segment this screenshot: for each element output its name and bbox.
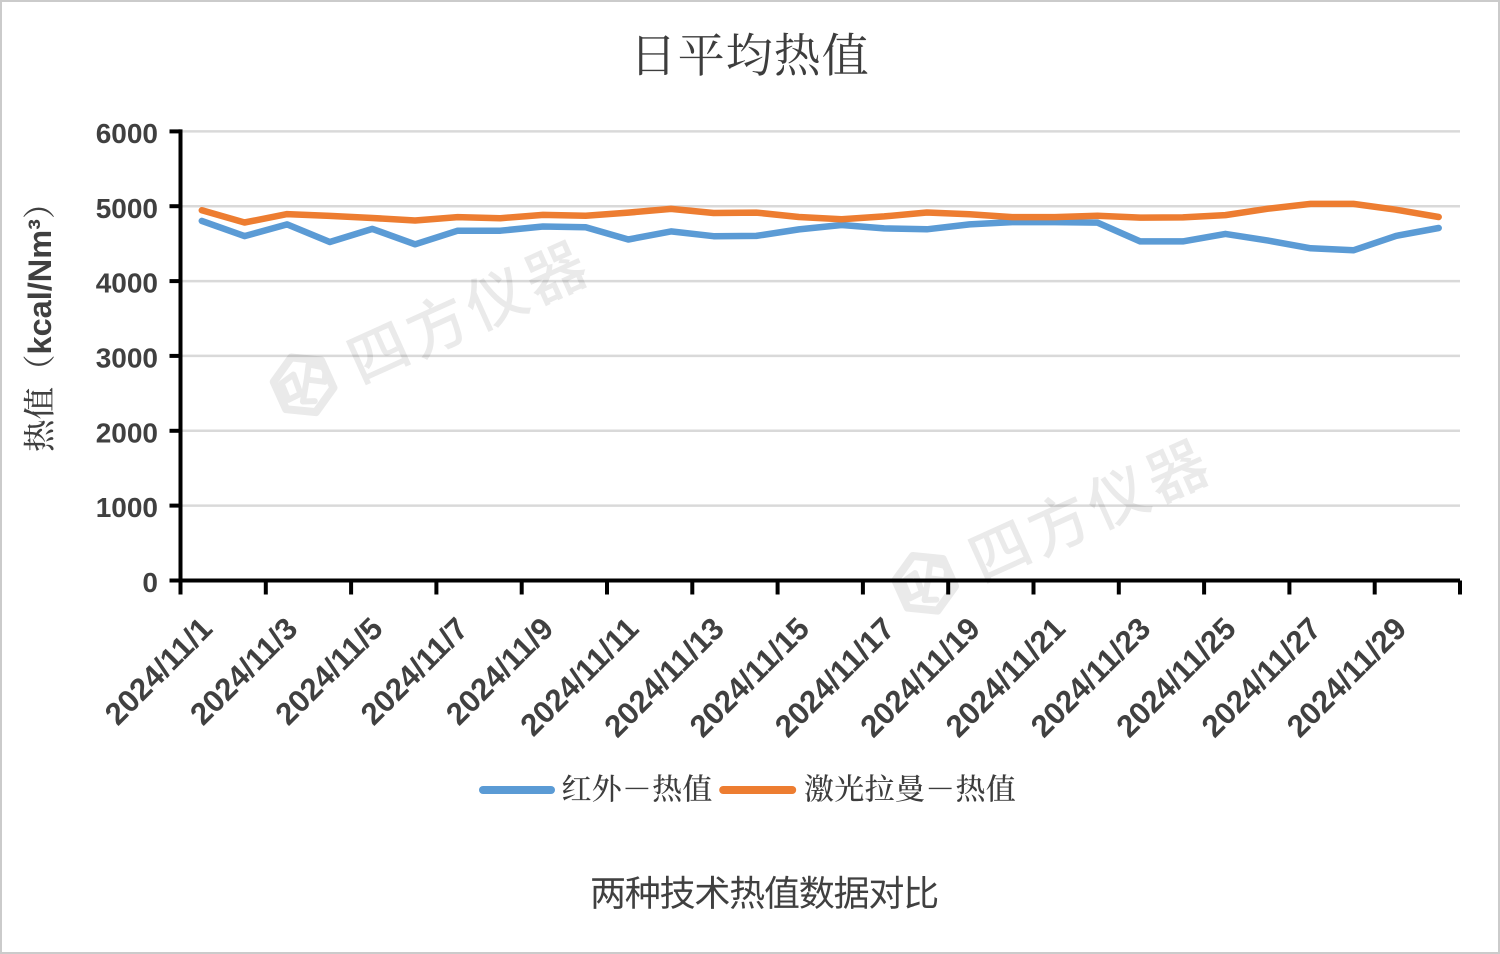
svg-text:6000: 6000 (96, 118, 158, 149)
svg-text:2000: 2000 (96, 417, 158, 448)
svg-text:1000: 1000 (96, 492, 158, 523)
svg-text:5000: 5000 (96, 193, 158, 224)
svg-text:3000: 3000 (96, 343, 158, 374)
svg-text:0: 0 (142, 567, 158, 598)
svg-text:kcal/Nm³: kcal/Nm³ (22, 219, 58, 355)
svg-text:4000: 4000 (96, 268, 158, 299)
